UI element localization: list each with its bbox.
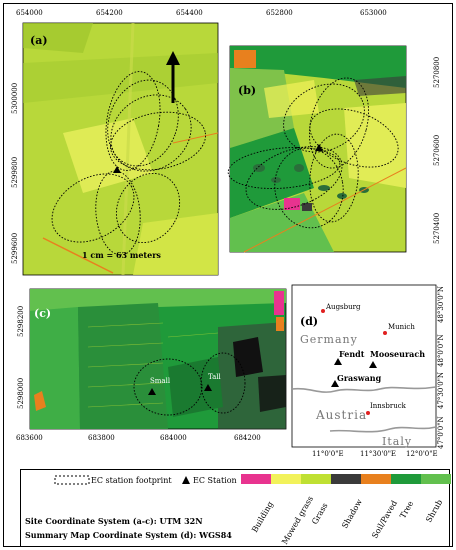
- panel-b: 652800 653000 5270800 5270600 5270400: [224, 8, 446, 280]
- d-city-munich: Munich: [388, 323, 415, 331]
- station-swatch: [182, 476, 190, 484]
- b-xtick-1: 652800: [266, 9, 293, 17]
- d-station-mooseurach: Mooseurach: [370, 349, 425, 359]
- legend: EC station footprint EC Station Site Coo…: [20, 469, 451, 547]
- b-label: (b): [238, 84, 256, 97]
- swatch-shrub: [421, 474, 451, 484]
- c-xtick-2: 683800: [88, 434, 115, 442]
- class-label-shadow: Shadow: [340, 497, 365, 530]
- b-ytick-3: 5270400: [433, 212, 441, 244]
- c-map: (c) Small Tall: [29, 288, 287, 430]
- d-label: (d): [300, 315, 318, 328]
- b-ytick-1: 5270800: [433, 56, 441, 88]
- a-scale-text: 1 cm = 63 meters: [82, 250, 161, 260]
- class-label-soil-paved: Soil/Paved: [370, 498, 400, 540]
- d-xtick-2: 11°30'0"E: [360, 450, 397, 458]
- a-xtick-3: 654400: [176, 9, 203, 17]
- class-label-grass: Grass: [310, 501, 330, 526]
- a-label: (a): [30, 34, 48, 47]
- c-xtick-1: 683600: [16, 434, 43, 442]
- a-xtick-1: 654000: [16, 9, 43, 17]
- class-label-building: Building: [250, 499, 275, 534]
- d-city-innsbruck: Innsbruck: [370, 402, 407, 410]
- d-city-augsburg: Augsburg: [325, 303, 361, 311]
- d-station-graswang: Graswang: [337, 373, 382, 383]
- a-xtick-2: 654200: [96, 9, 123, 17]
- swatch-mowed-grass: [271, 474, 301, 484]
- swatch-tree: [391, 474, 421, 484]
- c-xtick-4: 684200: [234, 434, 261, 442]
- b-map: (b): [227, 45, 407, 253]
- d-map: (d) Germany Austria Italy Augsburg Munic…: [291, 284, 437, 448]
- d-station-fendt: Fendt: [339, 349, 365, 359]
- a-map: (a) 1 cm = 63 meters: [22, 22, 219, 276]
- swatch-soil-paved: [361, 474, 391, 484]
- c-label: (c): [34, 307, 51, 320]
- panel-d: 11°0'0"E 11°30'0"E 12°0'0"E 48°30'0"N 48…: [290, 283, 452, 467]
- b-ytick-2: 5270600: [433, 134, 441, 166]
- c-site-tall: Tall: [208, 373, 222, 381]
- b-xtick-2: 653000: [360, 9, 387, 17]
- swatch-shadow: [331, 474, 361, 484]
- legend-coord-summary: Summary Map Coordinate System (d): WGS84: [25, 530, 232, 540]
- class-label-shrub: Shrub: [424, 498, 445, 524]
- panel-c: 683600 683800 684000 684200 5298200 5298…: [8, 283, 288, 463]
- c-site-small: Small: [150, 377, 171, 385]
- class-swatch-bar: [241, 474, 451, 484]
- legend-footprint: EC station footprint: [91, 476, 172, 485]
- swatch-grass: [301, 474, 331, 484]
- d-xtick-1: 11°0'0"E: [312, 450, 344, 458]
- footprint-swatch: [54, 475, 90, 485]
- panel-a: 654000 654200 654400 5300000 5299800 529…: [8, 8, 223, 280]
- d-country-germany: Germany: [300, 333, 358, 346]
- d-country-italy: Italy: [382, 435, 412, 448]
- swatch-building: [241, 474, 271, 484]
- legend-coord-site: Site Coordinate System (a-c): UTM 32N: [25, 516, 203, 526]
- c-xtick-3: 684000: [160, 434, 187, 442]
- legend-station: EC Station: [193, 476, 237, 485]
- class-label-tree: Tree: [398, 499, 416, 520]
- d-country-austria: Austria: [315, 408, 367, 422]
- d-xtick-3: 12°0'0"E: [406, 450, 438, 458]
